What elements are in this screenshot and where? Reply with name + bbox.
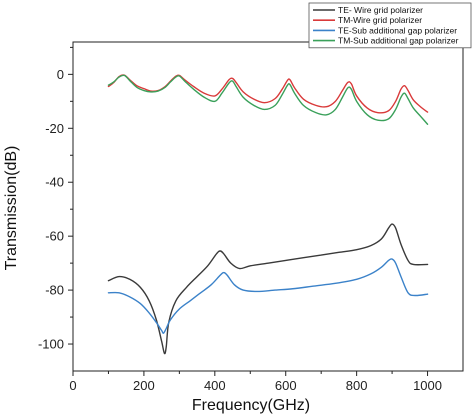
y-tick-label: -100 bbox=[38, 337, 64, 352]
y-tick-label: 0 bbox=[57, 67, 64, 82]
y-axis-title: Transmission(dB) bbox=[3, 146, 20, 271]
legend-label-tm-wire-grid: TM-Wire grid polarizer bbox=[338, 15, 422, 25]
legend-label-tm-sub-gap: TM-Sub additional gap polarizer bbox=[338, 36, 459, 46]
plot-area bbox=[72, 41, 464, 372]
x-axis-title: Frequency(GHz) bbox=[192, 397, 310, 414]
x-tick-label: 400 bbox=[204, 378, 226, 393]
series-line-tm-sub-gap bbox=[107, 74, 429, 125]
x-tick-label: 1000 bbox=[413, 378, 442, 393]
y-tick-label: -60 bbox=[45, 229, 64, 244]
y-tick-label: -40 bbox=[45, 175, 64, 190]
legend-label-te-sub-gap: TE-Sub additional gap polarizer bbox=[338, 25, 457, 35]
series-line-te-wire-grid bbox=[107, 223, 429, 355]
x-tick-label: 800 bbox=[346, 378, 368, 393]
x-tick-label: 200 bbox=[133, 378, 155, 393]
series-line-te-sub-gap bbox=[107, 258, 429, 334]
legend-box bbox=[308, 2, 472, 49]
y-tick-label: -20 bbox=[45, 121, 64, 136]
x-tick-label: 600 bbox=[275, 378, 297, 393]
x-axis: 0 200 400 600 800 1000 bbox=[69, 371, 442, 393]
y-tick-label: -80 bbox=[45, 283, 64, 298]
legend-label-te-wire-grid: TE- Wire grid polarizer bbox=[338, 5, 423, 15]
plot-frame bbox=[72, 41, 464, 372]
series-layer bbox=[107, 74, 429, 355]
x-tick-label: 0 bbox=[69, 378, 76, 393]
y-axis: 0 -20 -40 -60 -80 -100 bbox=[38, 46, 73, 352]
